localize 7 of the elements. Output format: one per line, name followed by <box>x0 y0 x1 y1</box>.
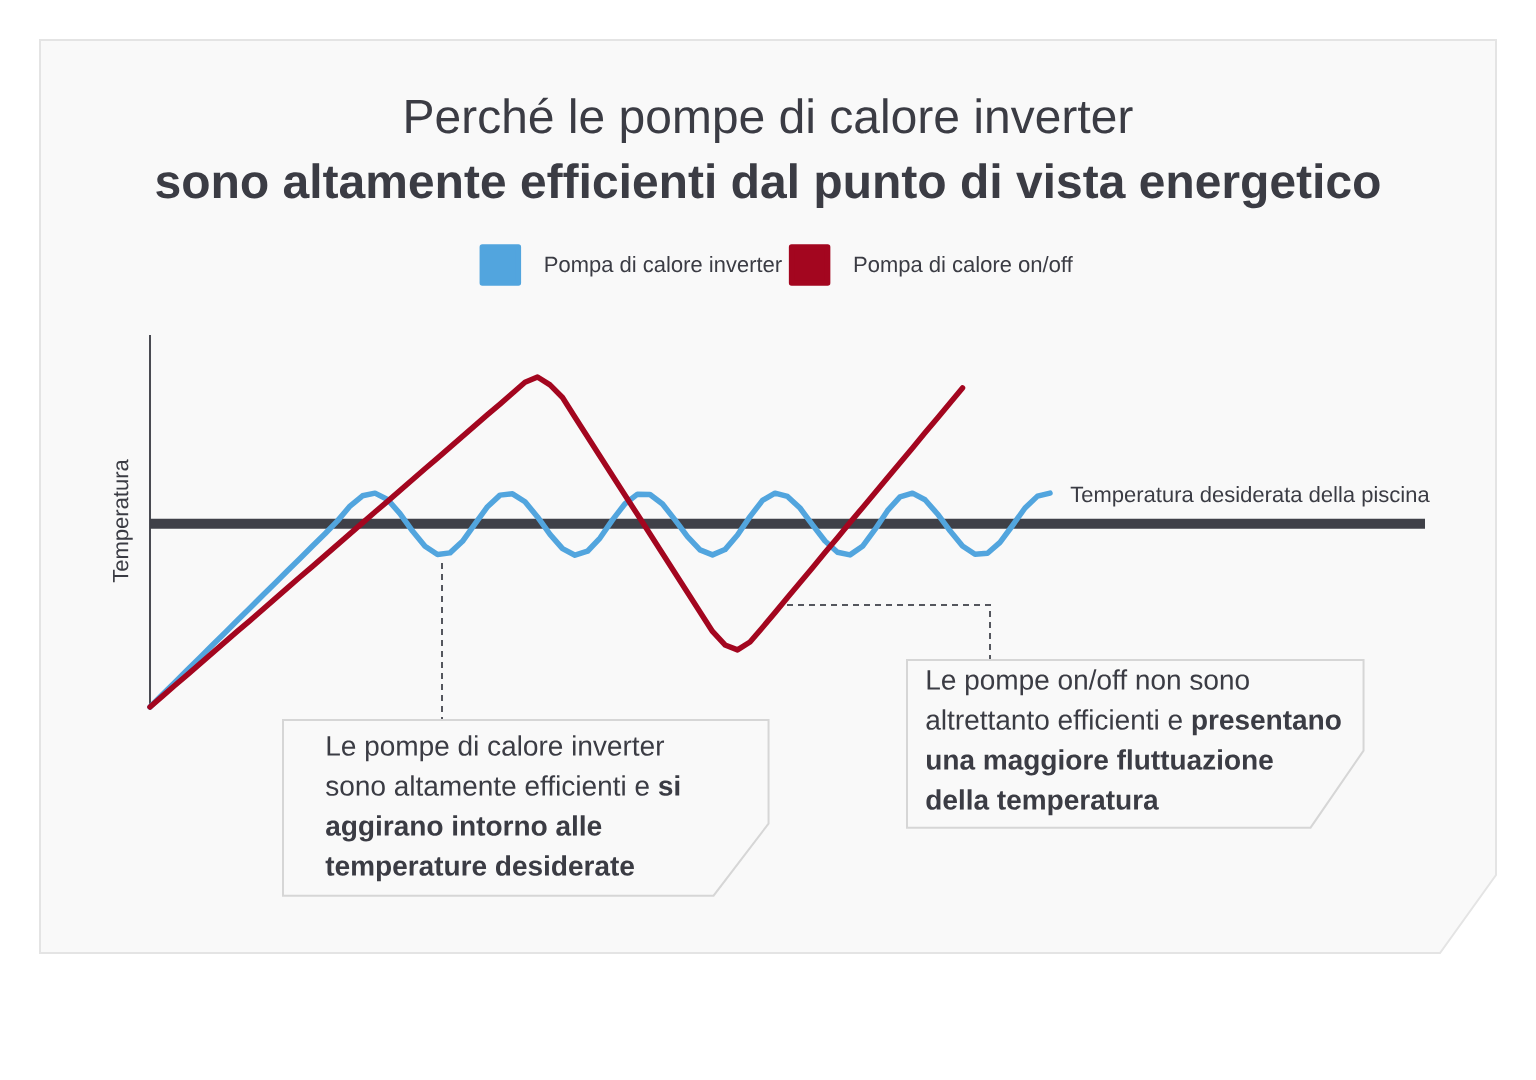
annotation: Le pompe on/off non sono altrettanto efficienti e presentano una maggiore fluttuazione della temperatura <box>926 669 1341 816</box>
legend-label: Pompa di calore inverter <box>545 256 782 277</box>
chart-title: Perché le pompe di calore inverter <box>406 97 1133 143</box>
chart-subtitle: sono altamente efficienti dal punto di vista energetico <box>156 163 1380 209</box>
legend-label: Pompa di calore on/off <box>854 256 1073 277</box>
y-axis-title: Temperatura <box>113 459 133 583</box>
ref-line-label: Temperatura desiderata della piscina <box>1070 486 1430 507</box>
